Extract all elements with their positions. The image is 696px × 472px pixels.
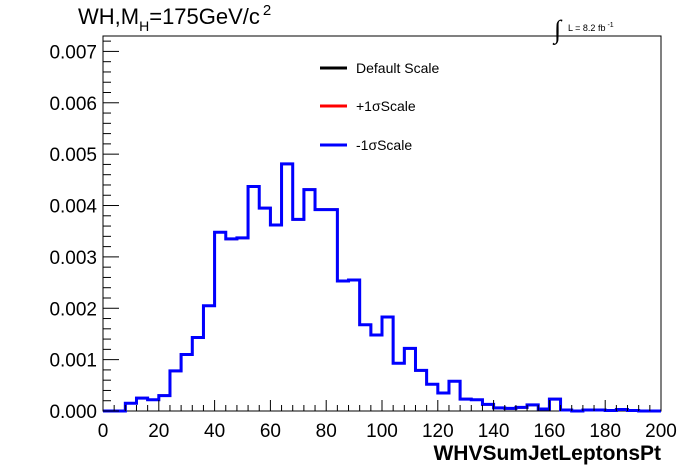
x-axis: 0 20 40 60 80 100 120 140 160 180 200 [98, 400, 677, 442]
x-tick-label: 60 [260, 421, 281, 442]
x-tick-label: 80 [316, 421, 337, 442]
x-tick-label: 140 [478, 421, 510, 442]
series-plus1sigma-scale [103, 162, 661, 413]
legend-label-plus1sigma: +1σScale [356, 98, 416, 114]
legend-label-default: Default Scale [356, 60, 439, 76]
integral-sign: ∫ [552, 15, 563, 45]
y-tick-label: 0.002 [49, 299, 97, 320]
series-minus1sigma-scale [103, 162, 661, 413]
x-tick-label: 40 [204, 421, 225, 442]
luminosity-label: L = 8.2 fb -1 [568, 22, 614, 33]
x-tick-label: 160 [534, 421, 566, 442]
series-default-scale [103, 162, 661, 413]
luminosity-annotation: ∫ L = 8.2 fb -1 [552, 15, 614, 45]
y-tick-label: 0.001 [49, 351, 97, 372]
y-tick-label: 0.006 [49, 94, 97, 115]
y-tick-label: 0.004 [49, 197, 97, 218]
y-tick-label: 0.007 [49, 42, 97, 63]
legend-label-minus1sigma: -1σScale [356, 137, 412, 153]
x-tick-label: 100 [366, 421, 398, 442]
x-tick-label: 120 [422, 421, 454, 442]
x-tick-label: 0 [98, 421, 109, 442]
x-tick-label: 200 [645, 421, 677, 442]
y-axis: 0.000 0.001 0.002 0.003 0.004 0.005 0.006 0.007 [49, 40, 119, 423]
legend: Default Scale +1σScale -1σScale [320, 60, 439, 153]
y-tick-label: 0.005 [49, 145, 97, 166]
chart-title: WH,MH=175GeV/c 2 [78, 2, 271, 34]
x-tick-label: 20 [148, 421, 169, 442]
x-axis-label: WHVSumJetLeptonsPt [433, 442, 661, 465]
y-tick-label: 0.003 [49, 248, 97, 269]
x-tick-label: 180 [589, 421, 621, 442]
y-tick-label: 0.000 [49, 402, 97, 423]
